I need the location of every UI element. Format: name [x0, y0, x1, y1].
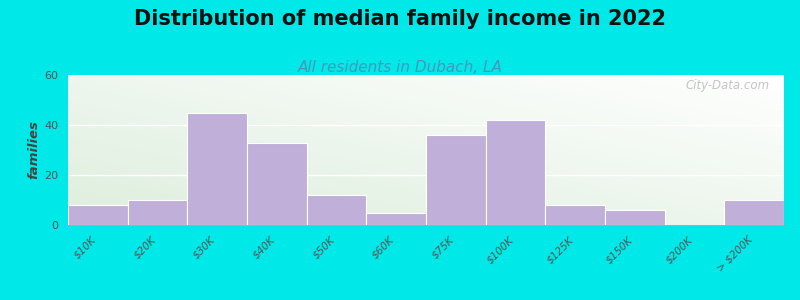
Bar: [605, 210, 665, 225]
Bar: [247, 142, 306, 225]
Bar: [68, 205, 128, 225]
Text: Distribution of median family income in 2022: Distribution of median family income in …: [134, 9, 666, 29]
Bar: [128, 200, 187, 225]
Bar: [546, 205, 605, 225]
Text: All residents in Dubach, LA: All residents in Dubach, LA: [298, 60, 502, 75]
Text: City-Data.com: City-Data.com: [686, 80, 770, 92]
Bar: [724, 200, 784, 225]
Bar: [366, 212, 426, 225]
Bar: [187, 112, 247, 225]
Bar: [426, 135, 486, 225]
Bar: [486, 120, 546, 225]
Bar: [306, 195, 366, 225]
Y-axis label: families: families: [27, 121, 40, 179]
